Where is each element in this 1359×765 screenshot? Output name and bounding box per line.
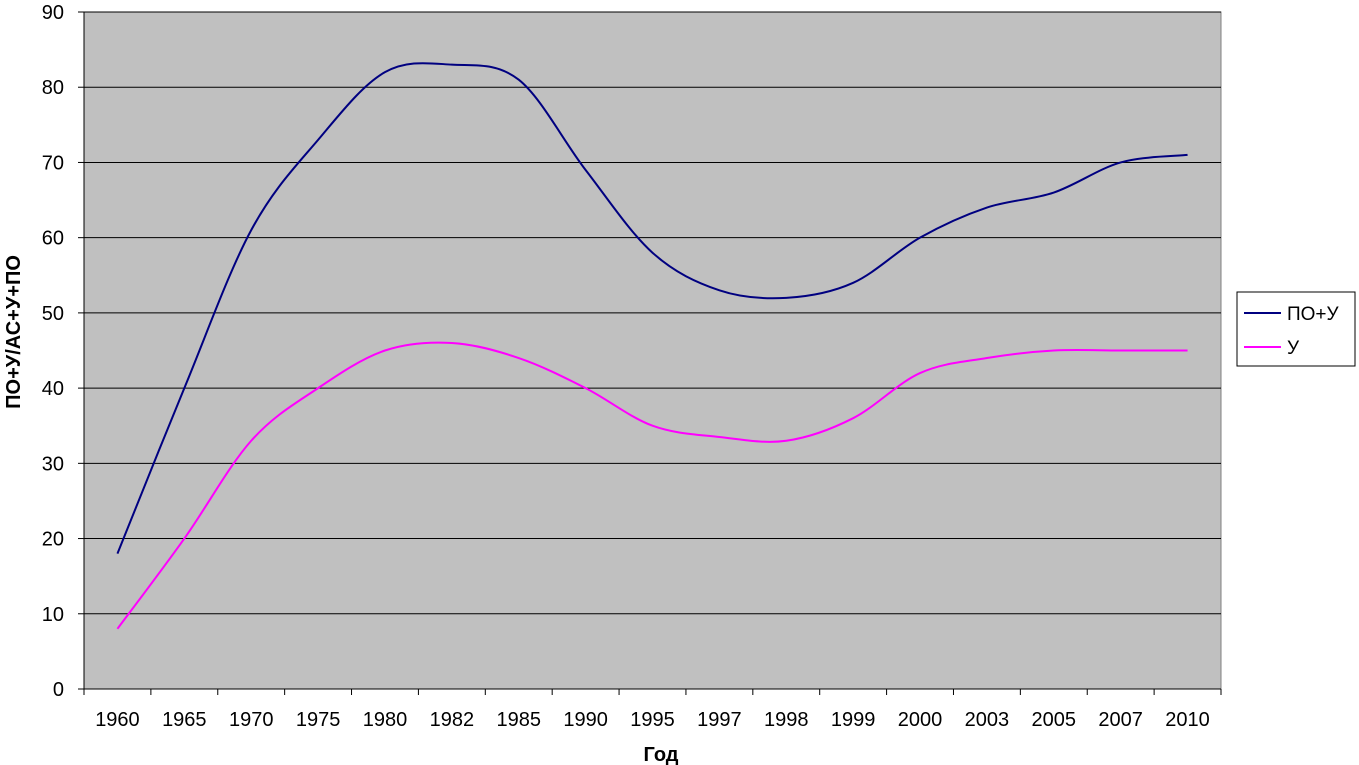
x-tick-label: 2000 bbox=[898, 709, 943, 731]
y-tick-label: 40 bbox=[42, 378, 64, 400]
series-line-u bbox=[116, 341, 1188, 630]
y-tick-label: 80 bbox=[42, 77, 64, 99]
x-tick-label: 1985 bbox=[496, 709, 541, 731]
y-tick-label: 50 bbox=[42, 303, 64, 325]
x-tick-label: 1998 bbox=[764, 709, 809, 731]
x-tick-label: 2005 bbox=[1032, 709, 1077, 731]
gridlines bbox=[84, 11, 1221, 615]
plot-area bbox=[83, 11, 1222, 690]
legend-box bbox=[1236, 291, 1356, 367]
y-tick-label: 70 bbox=[42, 152, 64, 174]
y-axis-label: ПО+У/АС+У+ПО bbox=[3, 255, 25, 409]
y-tick-label: 60 bbox=[42, 228, 64, 250]
legend: ПО+У У bbox=[1236, 291, 1356, 367]
x-tick-label: 1990 bbox=[563, 709, 608, 731]
x-tick-label: 2003 bbox=[965, 709, 1010, 731]
x-tick-label: 1980 bbox=[363, 709, 408, 731]
x-tick-label: 1975 bbox=[296, 709, 341, 731]
y-axis-ticks: 0 10 20 30 40 50 60 70 80 90 bbox=[42, 2, 84, 701]
y-tick-label: 10 bbox=[42, 604, 64, 626]
x-tick-label: 1960 bbox=[95, 709, 140, 731]
y-tick-label: 30 bbox=[42, 453, 64, 475]
series-line-po-u bbox=[116, 62, 1188, 554]
y-tick-label: 0 bbox=[53, 679, 64, 701]
legend-label-u: У bbox=[1287, 338, 1300, 359]
x-tick-label: 1997 bbox=[697, 709, 742, 731]
x-axis-ticks: 1960 1965 1970 1975 1980 1982 1985 1990 1995 1997… bbox=[83, 689, 1222, 731]
x-tick-label: 2007 bbox=[1098, 709, 1143, 731]
legend-label-po-u: ПО+У bbox=[1287, 304, 1340, 325]
series-lines bbox=[116, 62, 1188, 630]
x-tick-label: 2010 bbox=[1165, 709, 1210, 731]
x-tick-label: 1965 bbox=[162, 709, 207, 731]
x-tick-label: 1970 bbox=[229, 709, 274, 731]
y-tick-label: 20 bbox=[42, 529, 64, 551]
x-axis-label: Год bbox=[644, 744, 679, 765]
y-tick-label: 90 bbox=[42, 2, 64, 24]
x-tick-label: 1999 bbox=[831, 709, 876, 731]
x-tick-label: 1995 bbox=[630, 709, 675, 731]
axes bbox=[83, 12, 1221, 690]
x-tick-label: 1982 bbox=[430, 709, 475, 731]
